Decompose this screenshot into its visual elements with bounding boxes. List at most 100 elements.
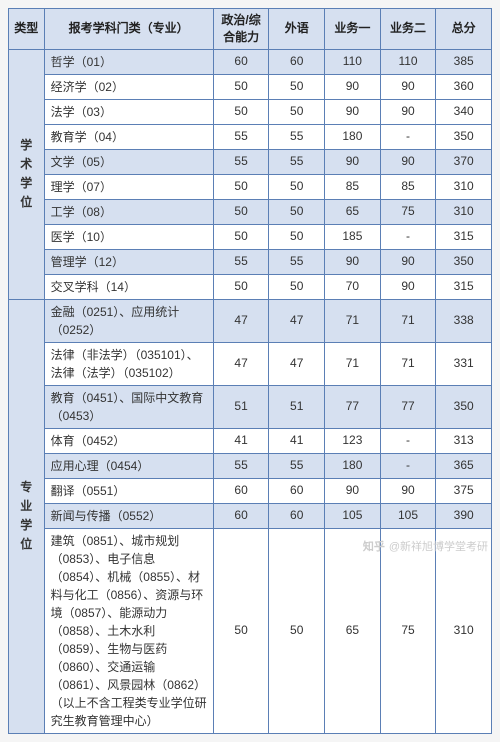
score-cell: 185 (325, 224, 381, 249)
score-cell: 60 (213, 49, 269, 74)
major-cell: 理学（07） (44, 174, 213, 199)
score-cell: 55 (269, 124, 325, 149)
score-cell: 60 (269, 503, 325, 528)
major-cell: 管理学（12） (44, 249, 213, 274)
score-cell: 50 (269, 274, 325, 299)
score-cell: 75 (380, 528, 436, 733)
score-cell: 50 (269, 528, 325, 733)
major-cell: 法律（非法学）（035101）、法律（法学）（035102） (44, 342, 213, 385)
score-cell: 71 (380, 299, 436, 342)
score-cell: 375 (436, 478, 492, 503)
score-cell: 90 (380, 99, 436, 124)
score-cell: 350 (436, 124, 492, 149)
score-cell: 55 (213, 124, 269, 149)
table-row: 学术学位哲学（01）6060110110385 (9, 49, 492, 74)
score-cell: 71 (380, 342, 436, 385)
table-row: 经济学（02）50509090360 (9, 74, 492, 99)
score-cell: 315 (436, 274, 492, 299)
score-cell: 65 (325, 528, 381, 733)
table-row: 教育（0451）、国际中文教育（0453）51517777350 (9, 385, 492, 428)
table-row: 体育（0452）4141123-313 (9, 428, 492, 453)
header-row: 类型 报考学科门类（专业） 政治/综合能力 外语 业务一 业务二 总分 (9, 9, 492, 50)
score-cell: 85 (325, 174, 381, 199)
major-cell: 哲学（01） (44, 49, 213, 74)
major-cell: 经济学（02） (44, 74, 213, 99)
table-row: 建筑（0851）、城市规划（0853）、电子信息（0854）、机械（0855）、… (9, 528, 492, 733)
major-cell: 医学（10） (44, 224, 213, 249)
header-foreign: 外语 (269, 9, 325, 50)
table-row: 专业学位金融（0251）、应用统计（0252）47477171338 (9, 299, 492, 342)
score-cell: 90 (380, 478, 436, 503)
score-cell: 55 (269, 453, 325, 478)
score-cell: 65 (325, 199, 381, 224)
score-cell: 47 (213, 342, 269, 385)
score-cell: 331 (436, 342, 492, 385)
score-cell: 50 (213, 224, 269, 249)
score-cell: 50 (213, 274, 269, 299)
score-cell: 51 (269, 385, 325, 428)
score-cell: 90 (325, 149, 381, 174)
header-politics: 政治/综合能力 (213, 9, 269, 50)
major-cell: 工学（08） (44, 199, 213, 224)
score-cell: 71 (325, 299, 381, 342)
table-row: 管理学（12）55559090350 (9, 249, 492, 274)
score-cell: 77 (325, 385, 381, 428)
table-row: 新闻与传播（0552）6060105105390 (9, 503, 492, 528)
score-cell: 47 (269, 299, 325, 342)
major-cell: 法学（03） (44, 99, 213, 124)
major-cell: 交叉学科（14） (44, 274, 213, 299)
score-cell: 60 (213, 478, 269, 503)
score-cell: 50 (213, 174, 269, 199)
score-cell: 90 (325, 249, 381, 274)
score-cell: 350 (436, 249, 492, 274)
score-cell: 47 (213, 299, 269, 342)
score-cell: 50 (213, 74, 269, 99)
group-label: 专业学位 (9, 299, 45, 733)
score-cell: - (380, 453, 436, 478)
score-cell: 50 (269, 174, 325, 199)
major-cell: 翻译（0551） (44, 478, 213, 503)
major-cell: 新闻与传播（0552） (44, 503, 213, 528)
score-cell: 50 (269, 199, 325, 224)
score-cell: 90 (325, 99, 381, 124)
score-cell: 50 (213, 99, 269, 124)
score-cell: 390 (436, 503, 492, 528)
score-table: 类型 报考学科门类（专业） 政治/综合能力 外语 业务一 业务二 总分 学术学位… (8, 8, 492, 734)
major-cell: 金融（0251）、应用统计（0252） (44, 299, 213, 342)
header-type: 类型 (9, 9, 45, 50)
score-cell: 47 (269, 342, 325, 385)
score-cell: 310 (436, 199, 492, 224)
score-cell: 340 (436, 99, 492, 124)
score-cell: 315 (436, 224, 492, 249)
score-cell: 313 (436, 428, 492, 453)
score-cell: 90 (325, 74, 381, 99)
score-cell: 385 (436, 49, 492, 74)
score-cell: 77 (380, 385, 436, 428)
header-major: 报考学科门类（专业） (44, 9, 213, 50)
score-cell: 50 (269, 74, 325, 99)
score-cell: 110 (380, 49, 436, 74)
score-cell: 85 (380, 174, 436, 199)
table-row: 教育学（04）5555180-350 (9, 124, 492, 149)
score-cell: 105 (380, 503, 436, 528)
score-cell: 41 (213, 428, 269, 453)
score-cell: 55 (269, 249, 325, 274)
score-cell: 70 (325, 274, 381, 299)
score-cell: 123 (325, 428, 381, 453)
score-cell: 41 (269, 428, 325, 453)
score-cell: 51 (213, 385, 269, 428)
score-cell: 105 (325, 503, 381, 528)
score-cell: 180 (325, 453, 381, 478)
header-total: 总分 (436, 9, 492, 50)
score-cell: 338 (436, 299, 492, 342)
major-cell: 教育学（04） (44, 124, 213, 149)
score-cell: 71 (325, 342, 381, 385)
table-row: 应用心理（0454）5555180-365 (9, 453, 492, 478)
table-row: 医学（10）5050185-315 (9, 224, 492, 249)
major-cell: 体育（0452） (44, 428, 213, 453)
score-cell: 50 (269, 224, 325, 249)
table-row: 法学（03）50509090340 (9, 99, 492, 124)
score-cell: 55 (213, 149, 269, 174)
score-cell: 365 (436, 453, 492, 478)
score-cell: 350 (436, 385, 492, 428)
